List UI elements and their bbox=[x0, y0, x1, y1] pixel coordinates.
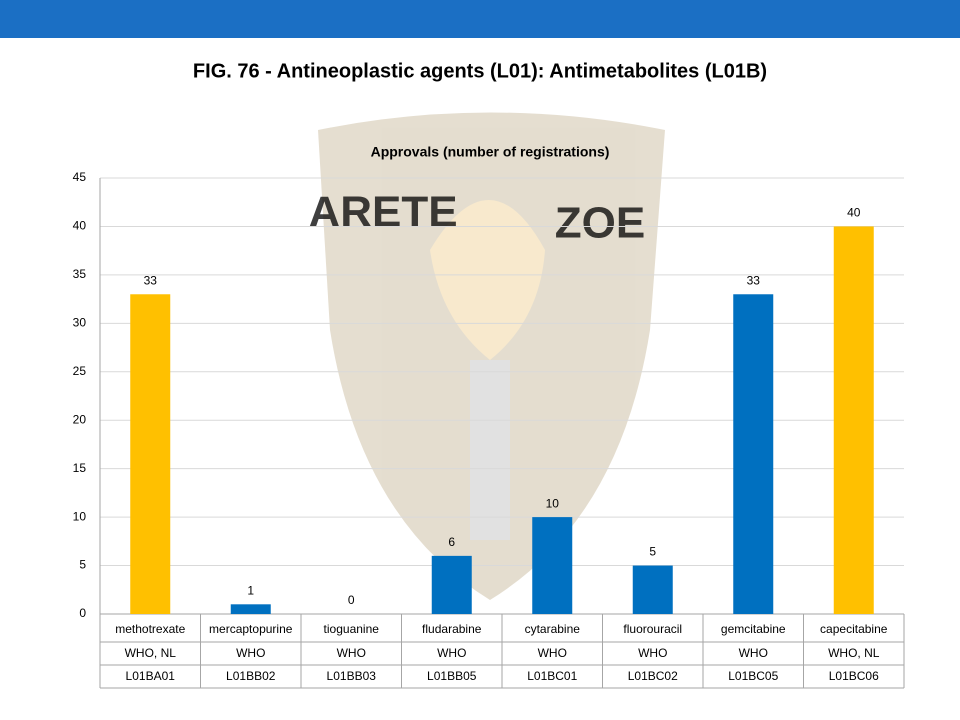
who-status-label: WHO bbox=[337, 646, 366, 660]
y-tick-label: 40 bbox=[73, 219, 87, 233]
atc-code-label: L01BC06 bbox=[829, 669, 879, 683]
y-tick-label: 15 bbox=[73, 461, 87, 475]
bar bbox=[632, 565, 673, 614]
x-tick-label: mercaptopurine bbox=[209, 622, 293, 636]
bar bbox=[431, 555, 472, 614]
x-tick-label: fluorouracil bbox=[623, 622, 682, 636]
atc-code-label: L01BB03 bbox=[327, 669, 377, 683]
atc-code-label: L01BC05 bbox=[728, 669, 778, 683]
bar bbox=[733, 294, 774, 614]
who-status-label: WHO, NL bbox=[828, 646, 880, 660]
who-status-label: WHO bbox=[638, 646, 667, 660]
y-tick-label: 35 bbox=[73, 267, 87, 281]
y-tick-label: 5 bbox=[79, 558, 86, 572]
atc-code-label: L01BA01 bbox=[126, 669, 176, 683]
atc-code-label: L01BB05 bbox=[427, 669, 477, 683]
y-tick-label: 25 bbox=[73, 364, 87, 378]
who-status-label: WHO bbox=[236, 646, 265, 660]
bar bbox=[833, 226, 874, 614]
watermark-logo bbox=[318, 112, 665, 600]
chart-title: FIG. 76 - Antineoplastic agents (L01): A… bbox=[193, 60, 767, 82]
y-tick-label: 45 bbox=[73, 170, 87, 184]
x-tick-label: fludarabine bbox=[422, 622, 482, 636]
data-label: 33 bbox=[144, 273, 158, 287]
who-status-label: WHO bbox=[437, 646, 466, 660]
y-tick-label: 20 bbox=[73, 412, 87, 426]
who-status-label: WHO bbox=[538, 646, 567, 660]
data-label: 0 bbox=[348, 593, 355, 607]
who-status-label: WHO bbox=[739, 646, 768, 660]
x-tick-label: capecitabine bbox=[820, 622, 888, 636]
data-label: 33 bbox=[747, 273, 761, 287]
bar bbox=[532, 517, 573, 614]
data-label: 1 bbox=[247, 583, 254, 597]
y-tick-label: 0 bbox=[79, 606, 86, 620]
watermark-text: ZOE bbox=[555, 199, 645, 248]
atc-code-label: L01BC01 bbox=[527, 669, 577, 683]
x-tick-label: tioguanine bbox=[324, 622, 380, 636]
x-tick-label: cytarabine bbox=[525, 622, 581, 636]
watermark-text: ARETE bbox=[308, 188, 457, 237]
bar bbox=[130, 294, 171, 614]
data-label: 40 bbox=[847, 206, 861, 220]
y-tick-label: 30 bbox=[73, 316, 87, 330]
bar bbox=[230, 604, 271, 614]
data-label: 10 bbox=[546, 496, 560, 510]
y-tick-label: 10 bbox=[73, 509, 87, 523]
x-tick-label: methotrexate bbox=[115, 622, 185, 636]
header-bar bbox=[0, 0, 960, 38]
data-label: 5 bbox=[649, 545, 656, 559]
data-label: 6 bbox=[448, 535, 455, 549]
x-tick-label: gemcitabine bbox=[721, 622, 786, 636]
chart-subtitle: Approvals (number of registrations) bbox=[371, 144, 610, 160]
who-status-label: WHO, NL bbox=[125, 646, 177, 660]
atc-code-label: L01BB02 bbox=[226, 669, 276, 683]
atc-code-label: L01BC02 bbox=[628, 669, 678, 683]
